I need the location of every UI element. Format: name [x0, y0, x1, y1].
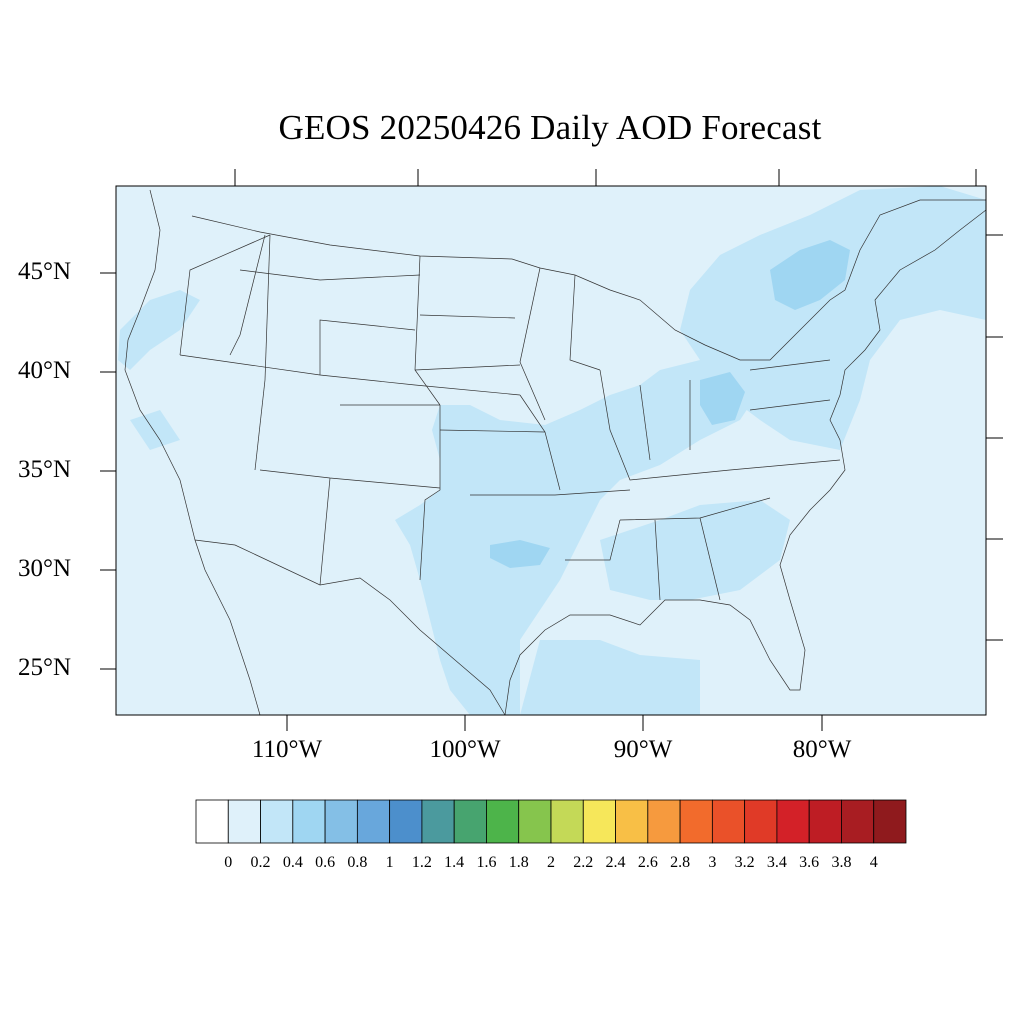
colorbar-swatch — [356, 799, 391, 844]
colorbar-tick-label: 2 — [547, 854, 555, 871]
colorbar-swatch — [647, 799, 681, 844]
colorbar-swatch — [615, 799, 649, 844]
colorbar-tick-label: 0.8 — [347, 854, 368, 871]
aod-shading-0-4 — [118, 186, 986, 715]
colorbar-tick-label: 0.4 — [282, 854, 303, 871]
colorbar-swatch — [550, 799, 584, 844]
colorbar-tick-label: 3.8 — [831, 854, 852, 871]
map-title: GEOS 20250426 Daily AOD Forecast — [278, 108, 822, 147]
colorbar-tick-label: 0 — [224, 854, 233, 871]
colorbar-swatch — [808, 799, 842, 844]
colorbar-swatch — [679, 799, 713, 844]
colorbar-swatch — [518, 799, 552, 844]
map-ticks — [100, 169, 1003, 731]
colorbar-swatch — [711, 799, 746, 844]
lon-label-80: 80°W — [792, 736, 852, 763]
colorbar-tick-label: 2.4 — [605, 854, 626, 871]
lat-label-30: 30°N — [18, 555, 72, 582]
colorbar-tick-label: 1.4 — [444, 854, 465, 871]
colorbar-swatch — [421, 799, 455, 844]
lon-label-110: 110°W — [251, 736, 323, 763]
colorbar — [195, 799, 907, 844]
colorbar-tick-label: 2.8 — [670, 854, 691, 871]
colorbar-swatch — [292, 799, 326, 844]
lat-label-35: 35°N — [18, 456, 72, 483]
colorbar-tick-label: 3.6 — [799, 854, 820, 871]
colorbar-swatch — [260, 799, 294, 844]
colorbar-swatch — [227, 799, 261, 844]
colorbar-swatch — [841, 799, 875, 844]
colorbar-swatch — [744, 799, 778, 844]
colorbar-swatch — [389, 799, 423, 844]
lon-label-100: 100°W — [429, 736, 501, 763]
lat-label-45: 45°N — [18, 258, 72, 285]
colorbar-tick-label: 3 — [708, 854, 717, 871]
colorbar-tick-label: 1.2 — [411, 854, 432, 871]
colorbar-swatch — [486, 799, 520, 844]
colorbar-tick-label: 1.6 — [476, 854, 497, 871]
colorbar-swatch — [776, 799, 810, 844]
colorbar-tick-label: 4 — [869, 854, 878, 871]
colorbar-swatch — [873, 799, 907, 844]
colorbar-tick-label: 0.2 — [250, 854, 271, 871]
colorbar-swatch — [453, 799, 487, 844]
colorbar-tick-label: 1.8 — [508, 854, 529, 871]
colorbar-tick-label: 2.6 — [637, 854, 658, 871]
lon-label-90: 90°W — [613, 736, 673, 763]
aod-shading-0-6 — [490, 240, 850, 568]
lat-label-40: 40°N — [18, 357, 72, 384]
colorbar-tick-label: 3.2 — [734, 854, 755, 871]
colorbar-swatch — [195, 799, 229, 844]
colorbar-tick-label: 0.6 — [315, 854, 336, 871]
colorbar-tick-label: 1 — [385, 854, 394, 871]
colorbar-swatch — [582, 799, 616, 844]
colorbar-tick-label: 2.2 — [573, 854, 594, 871]
map-frame — [115, 185, 987, 716]
boundary-lines — [124, 189, 987, 716]
lat-label-25: 25°N — [18, 654, 72, 681]
colorbar-swatch — [324, 799, 358, 844]
colorbar-tick-label: 3.4 — [766, 854, 787, 871]
